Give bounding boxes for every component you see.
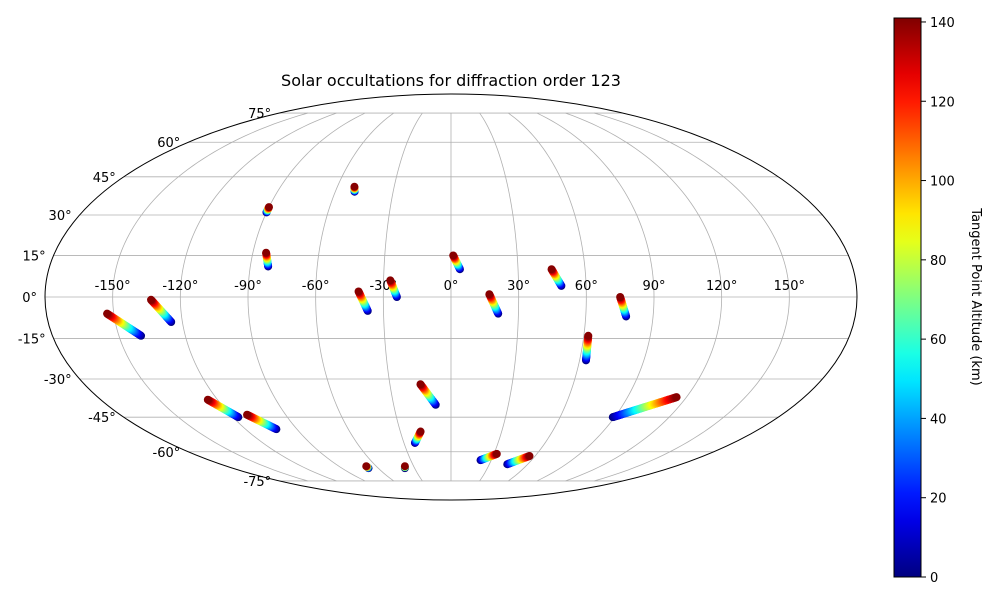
occultation-6: [386, 276, 401, 301]
lat-tick-label: -15°: [18, 333, 46, 348]
track-point: [386, 276, 395, 285]
track-point: [416, 427, 425, 436]
colorbar-tick-label: 80: [930, 254, 947, 269]
latitude-tick-labels: 75° 60° 45° 30° 15° 0° -15° -30° -45° -60° -75°: [18, 107, 271, 490]
colorbar-tick-label: 100: [930, 175, 955, 190]
lon-tick-label: 120°: [706, 279, 737, 294]
lat-tick-label: 75°: [248, 107, 271, 122]
occultation-15: [243, 410, 281, 434]
meridian-120: [565, 112, 723, 482]
lat-tick-label: 15°: [23, 249, 46, 264]
meridian-30: [479, 112, 520, 482]
occultation-20: [476, 449, 501, 465]
occultation-3: [262, 248, 273, 271]
meridian--90: [247, 112, 366, 482]
occultation-2: [350, 182, 359, 196]
occultation-13: [416, 380, 440, 409]
colorbar-tick-label: 120: [930, 95, 955, 110]
track-point: [416, 380, 425, 389]
track-point: [616, 293, 625, 301]
meridian--120: [179, 112, 337, 482]
track-point: [547, 265, 556, 274]
colorbar-tick-label: 0: [930, 571, 938, 586]
meridian--30: [382, 112, 423, 482]
occultation-21: [503, 452, 534, 469]
meridian-150: [594, 112, 790, 482]
graticule: [45, 112, 857, 482]
lon-tick-label: 90°: [642, 279, 665, 294]
occultation-10: [147, 295, 176, 326]
track-point: [672, 393, 681, 402]
longitude-tick-labels: -150° -120° -90° -60° -30° 0° 30° 60° 90° 120° 150…: [95, 279, 805, 294]
lon-tick-label: 150°: [774, 279, 805, 294]
track-point: [350, 182, 359, 191]
colorbar-tick-label: 20: [930, 492, 947, 507]
occultation-1: [262, 203, 273, 217]
track-point: [525, 452, 534, 461]
lon-tick-label: 60°: [575, 279, 598, 294]
occultation-5: [547, 265, 566, 290]
lat-tick-label: -75°: [243, 475, 271, 490]
map-boundary: [44, 93, 858, 501]
lon-tick-label: -120°: [162, 279, 198, 294]
track-point: [449, 251, 458, 260]
track-point: [485, 290, 494, 299]
occultation-19: [400, 462, 409, 473]
colorbar-tick-label: 40: [930, 412, 947, 427]
occultation-12: [582, 331, 593, 365]
track-point: [584, 331, 593, 340]
lon-tick-label: 30°: [507, 279, 530, 294]
occultation-18: [362, 462, 373, 473]
colorbar: [893, 17, 922, 578]
occultation-tracks: [103, 182, 681, 473]
lat-tick-label: 0°: [22, 291, 37, 306]
lon-tick-label: 0°: [444, 279, 459, 294]
lon-tick-label: -60°: [302, 279, 330, 294]
track-point: [492, 449, 501, 458]
track-point: [354, 287, 363, 296]
track-point: [362, 462, 371, 471]
occultation-4: [449, 251, 464, 274]
lat-tick-label: 30°: [49, 209, 72, 224]
chart-title: Solar occultations for diffraction order…: [281, 71, 621, 90]
lon-tick-label: -150°: [95, 279, 131, 294]
lat-tick-label: 45°: [93, 171, 116, 186]
occultation-7: [354, 287, 372, 315]
occultation-8: [485, 290, 503, 318]
occultation-16: [410, 427, 425, 447]
track-point: [264, 203, 273, 212]
meridian--60: [315, 112, 394, 482]
occultation-14: [203, 395, 243, 422]
track-point: [203, 395, 212, 404]
track-point: [103, 309, 112, 318]
occultation-17: [608, 393, 681, 422]
lat-tick-label: -45°: [88, 411, 116, 426]
lat-tick-label: -30°: [44, 373, 72, 388]
lon-tick-label: -90°: [234, 279, 262, 294]
meridian--150: [112, 112, 308, 482]
occultation-11: [103, 309, 146, 340]
colorbar-label: Tangent Point Altitude (km): [968, 207, 983, 385]
meridian-90: [536, 112, 655, 482]
lat-tick-label: -60°: [153, 446, 181, 461]
colorbar-tick-label: 60: [930, 333, 947, 348]
occultation-9: [616, 293, 631, 321]
colorbar-ticks: 0 20 40 60 80 100 120 140: [921, 16, 955, 586]
track-point: [400, 462, 409, 471]
track-point: [147, 295, 156, 304]
meridian-60: [508, 112, 587, 482]
lat-tick-label: 60°: [157, 136, 180, 151]
colorbar-tick-label: 140: [930, 16, 955, 31]
track-point: [243, 410, 252, 419]
track-point: [262, 248, 271, 257]
